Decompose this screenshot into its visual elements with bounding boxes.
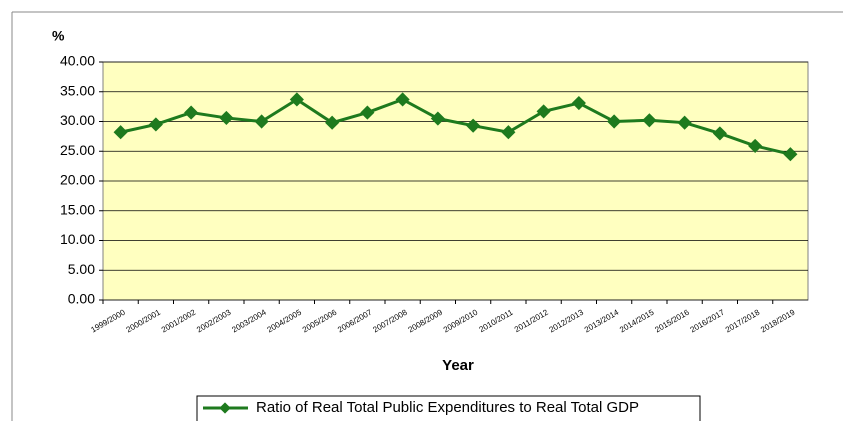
x-tick-label: 2015/2016 — [653, 307, 691, 334]
x-axis-label: Year — [442, 357, 474, 374]
legend-marker — [219, 402, 231, 414]
x-tick-label: 2004/2005 — [266, 307, 304, 334]
legend — [196, 395, 701, 421]
marker — [712, 126, 727, 141]
x-tick-label: 2006/2007 — [336, 307, 374, 334]
x-tick-label: 2008/2009 — [407, 307, 445, 334]
x-tick-label: 1999/2000 — [89, 307, 127, 334]
y-tick-label: 15.00 — [60, 201, 95, 217]
marker — [289, 92, 304, 107]
y-tick-label: 35.00 — [60, 82, 95, 98]
y-tick-label: 10.00 — [60, 231, 95, 247]
x-tick-label: 2009/2010 — [442, 307, 480, 334]
x-tick-label: 2002/2003 — [195, 307, 233, 334]
x-tick-label: 2016/2017 — [689, 307, 727, 334]
x-tick-label: 2013/2014 — [583, 307, 621, 334]
y-tick-label: 5.00 — [68, 261, 95, 277]
y-tick-label: 0.00 — [68, 291, 95, 307]
x-tick-label: 2005/2006 — [301, 307, 339, 334]
marker — [571, 95, 586, 111]
x-tick-label: 2000/2001 — [125, 307, 163, 334]
marker — [254, 114, 269, 129]
marker — [536, 104, 551, 119]
marker — [325, 115, 340, 130]
x-tick-label: 2007/2008 — [371, 307, 409, 334]
marker — [607, 114, 622, 129]
x-tick-label: 2010/2011 — [478, 307, 515, 334]
y-tick-label: 30.00 — [60, 112, 95, 128]
y-axis-label: % — [52, 28, 65, 44]
y-tick-label: 25.00 — [60, 142, 95, 158]
x-tick-label: 2017/2018 — [724, 307, 762, 334]
marker — [430, 111, 445, 126]
marker — [677, 115, 692, 130]
y-tick-label: 20.00 — [60, 172, 95, 188]
x-tick-label: 2003/2004 — [230, 307, 268, 334]
marker — [748, 138, 763, 153]
x-tick-label: 2018/2019 — [759, 307, 797, 334]
x-tick-label: 2012/2013 — [548, 307, 586, 334]
marker — [395, 92, 410, 107]
marker — [783, 147, 798, 162]
marker — [642, 113, 657, 128]
x-tick-label: 2014/2015 — [618, 307, 656, 334]
marker — [360, 105, 375, 120]
marker — [113, 125, 128, 140]
x-tick-label: 2011/2012 — [513, 307, 550, 334]
legend-label: Ratio of Real Total Public Expenditures … — [256, 399, 639, 416]
marker — [466, 118, 481, 133]
y-tick-label: 40.00 — [60, 53, 95, 69]
x-tick-label: 2001/2002 — [160, 307, 198, 334]
